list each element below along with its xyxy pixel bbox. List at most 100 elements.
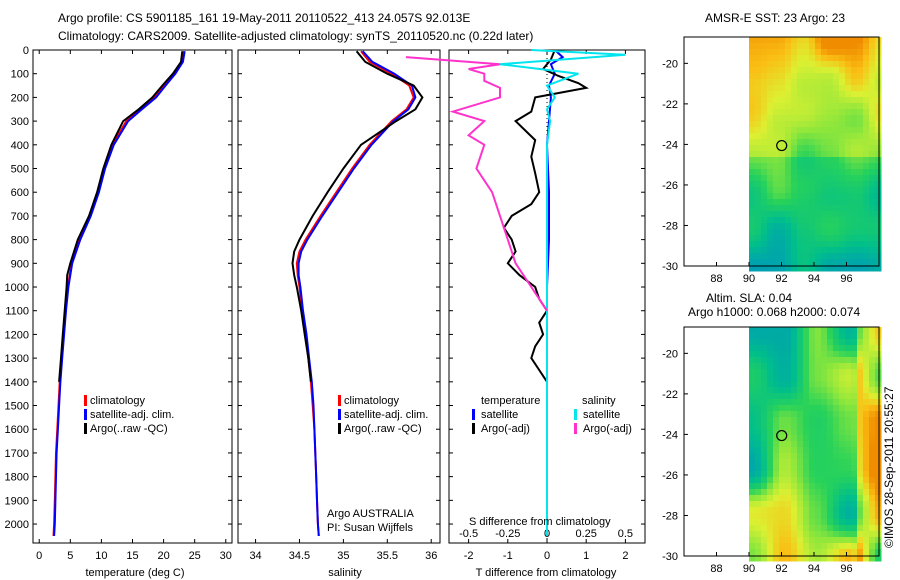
map-cell [851, 97, 858, 104]
map-cell [851, 193, 858, 200]
map-cell [827, 217, 834, 224]
map-cell [857, 435, 864, 442]
map-cell [833, 121, 840, 128]
map-cell [869, 441, 876, 448]
map-cell [863, 363, 870, 370]
map-cell [815, 453, 822, 460]
map-cell [851, 127, 858, 134]
map-cell [833, 375, 840, 382]
map-cell [827, 513, 834, 520]
map-cell [755, 339, 762, 346]
map-cell [869, 145, 876, 152]
map-cell [773, 501, 780, 508]
map-cell [845, 501, 852, 508]
map-cell [761, 513, 768, 520]
map-cell [869, 507, 876, 514]
map-cell [767, 363, 774, 370]
map-cell [851, 447, 858, 454]
map-cell [839, 405, 846, 412]
map-cell [797, 375, 804, 382]
map-cell [851, 145, 858, 152]
map-cell [845, 555, 852, 562]
map-cell [773, 525, 780, 532]
map-cell [809, 417, 816, 424]
map-cell [803, 241, 810, 248]
map-cell [839, 115, 846, 122]
map-cell [791, 411, 798, 418]
map-cell [875, 537, 882, 544]
map-cell [845, 163, 852, 170]
map-cell [755, 525, 762, 532]
map-cell [857, 175, 864, 182]
map-cell [779, 453, 786, 460]
map-cell [839, 327, 846, 334]
map-cell [773, 187, 780, 194]
map-cell [803, 375, 810, 382]
map-cell [857, 333, 864, 340]
map-cell [851, 133, 858, 140]
map-cell [863, 453, 870, 460]
map-cell [779, 61, 786, 68]
map-cell [809, 217, 816, 224]
map-ytick-label: -30 [662, 551, 678, 563]
map-cell [761, 49, 768, 56]
map-cell [833, 43, 840, 50]
map-cell [767, 495, 774, 502]
map-cell [761, 375, 768, 382]
map-cell [857, 393, 864, 400]
map-cell [857, 67, 864, 74]
map-cell [869, 43, 876, 50]
map-cell [869, 187, 876, 194]
map-cell [875, 181, 882, 188]
map-cell [839, 447, 846, 454]
map-cell [851, 115, 858, 122]
map-cell [833, 477, 840, 484]
map-cell [791, 333, 798, 340]
map-cell [875, 393, 882, 400]
map-cell [749, 471, 756, 478]
map-cell [821, 525, 828, 532]
map-cell [839, 91, 846, 98]
map-cell [767, 501, 774, 508]
map-cell [875, 175, 882, 182]
map-cell [875, 97, 882, 104]
map-cell [821, 37, 828, 44]
map-cell [773, 61, 780, 68]
map-cell [863, 97, 870, 104]
map-cell [749, 199, 756, 206]
map-cell [815, 199, 822, 206]
map-cell [839, 121, 846, 128]
map-cell [779, 357, 786, 364]
xtick-label-differences: -2 [464, 550, 474, 562]
map-cell [827, 133, 834, 140]
map-cell [827, 519, 834, 526]
map-cell [761, 327, 768, 334]
map-ytick-label: -30 [662, 261, 678, 273]
map-cell [863, 127, 870, 134]
map-cell [833, 537, 840, 544]
map-cell [785, 543, 792, 550]
map-cell [797, 345, 804, 352]
series-differences-t-argo-adj- [502, 49, 589, 383]
map-cell [857, 145, 864, 152]
map-cell [845, 453, 852, 460]
map-cell [755, 453, 762, 460]
map-cell [833, 495, 840, 502]
map-cell [779, 495, 786, 502]
map-cell [821, 555, 828, 562]
map-cell [845, 223, 852, 230]
map-cell [761, 399, 768, 406]
map-cell [755, 49, 762, 56]
map-cell [845, 471, 852, 478]
map-cell [815, 163, 822, 170]
map-cell [809, 531, 816, 538]
map-cell [767, 453, 774, 460]
map-cell [875, 399, 882, 406]
map-cell [827, 471, 834, 478]
map-cell [785, 259, 792, 266]
map-cell [821, 459, 828, 466]
map-cell [839, 417, 846, 424]
map-cell [869, 175, 876, 182]
map-cell [869, 109, 876, 116]
map-cell [815, 157, 822, 164]
